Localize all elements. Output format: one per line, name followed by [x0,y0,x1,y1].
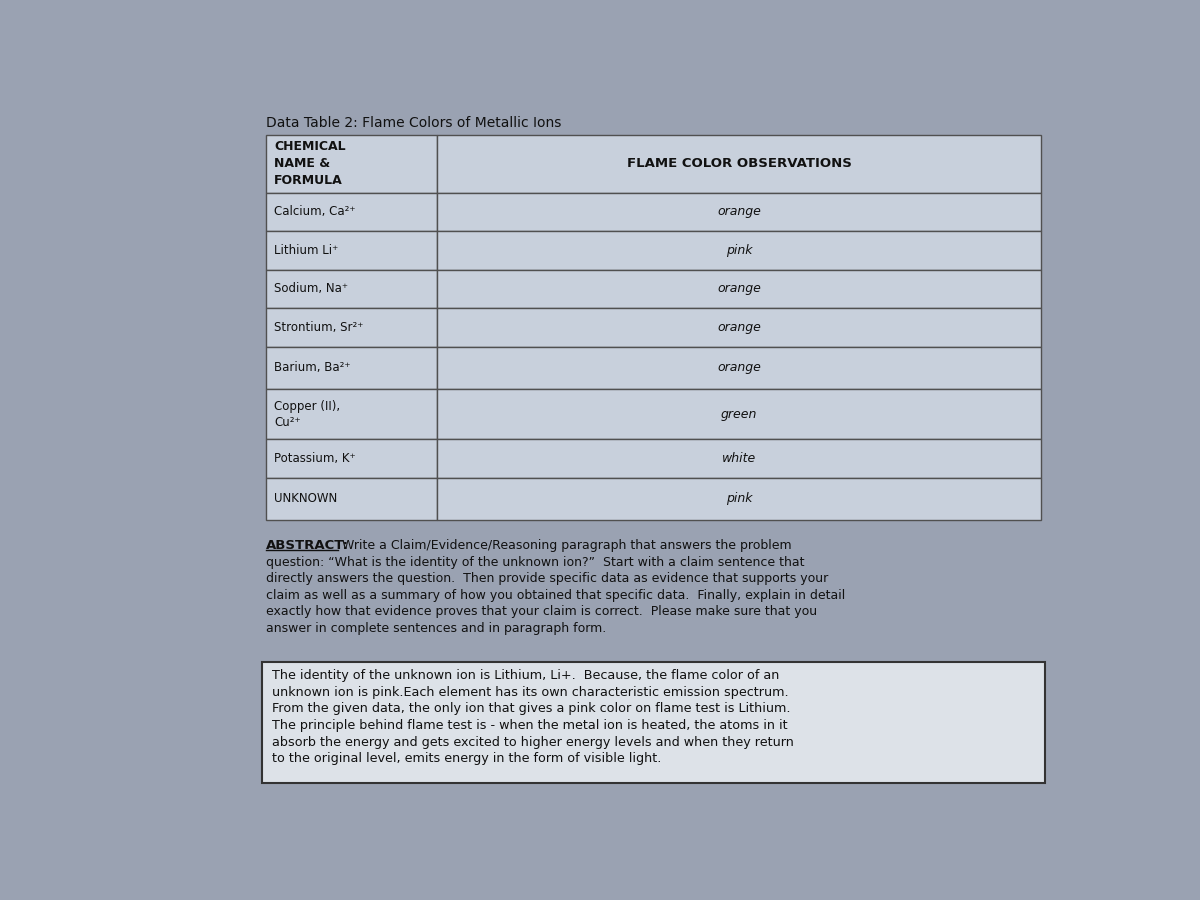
FancyBboxPatch shape [437,135,1042,193]
Text: ABSTRACT:: ABSTRACT: [266,539,349,553]
FancyBboxPatch shape [437,231,1042,270]
Text: UNKNOWN: UNKNOWN [274,492,337,505]
FancyBboxPatch shape [437,193,1042,231]
Text: claim as well as a summary of how you obtained that specific data.  Finally, exp: claim as well as a summary of how you ob… [266,589,846,602]
Text: answer in complete sentences and in paragraph form.: answer in complete sentences and in para… [266,622,606,635]
Text: question: “What is the identity of the unknown ion?”  Start with a claim sentenc: question: “What is the identity of the u… [266,556,805,569]
Text: Lithium Li⁺: Lithium Li⁺ [274,244,338,257]
Text: green: green [721,408,757,420]
FancyBboxPatch shape [266,308,437,346]
Text: white: white [722,452,756,464]
FancyBboxPatch shape [266,135,437,193]
Text: pink: pink [726,492,752,505]
FancyBboxPatch shape [437,346,1042,389]
Text: directly answers the question.  Then provide specific data as evidence that supp: directly answers the question. Then prov… [266,572,828,585]
Text: From the given data, the only ion that gives a pink color on flame test is Lithi: From the given data, the only ion that g… [271,702,790,716]
FancyBboxPatch shape [266,270,437,308]
FancyBboxPatch shape [437,270,1042,308]
Text: exactly how that evidence proves that your claim is correct.  Please make sure t: exactly how that evidence proves that yo… [266,606,817,618]
Text: unknown ion is pink.Each element has its own characteristic emission spectrum.: unknown ion is pink.Each element has its… [271,686,788,699]
Text: to the original level, emits energy in the form of visible light.: to the original level, emits energy in t… [271,752,661,765]
Text: Data Table 2: Flame Colors of Metallic Ions: Data Table 2: Flame Colors of Metallic I… [266,115,562,130]
Text: FLAME COLOR OBSERVATIONS: FLAME COLOR OBSERVATIONS [626,158,852,170]
FancyBboxPatch shape [266,439,437,478]
Text: absorb the energy and gets excited to higher energy levels and when they return: absorb the energy and gets excited to hi… [271,735,793,749]
Text: Barium, Ba²⁺: Barium, Ba²⁺ [274,362,350,374]
Text: orange: orange [718,321,761,334]
Text: Write a Claim/Evidence/Reasoning paragraph that answers the problem: Write a Claim/Evidence/Reasoning paragra… [338,539,792,553]
Text: orange: orange [718,362,761,374]
Text: Potassium, K⁺: Potassium, K⁺ [274,452,355,464]
FancyBboxPatch shape [437,389,1042,439]
FancyBboxPatch shape [266,478,437,520]
FancyBboxPatch shape [437,478,1042,520]
FancyBboxPatch shape [437,439,1042,478]
Text: The identity of the unknown ion is Lithium, Li+.  Because, the flame color of an: The identity of the unknown ion is Lithi… [271,670,779,682]
FancyBboxPatch shape [266,346,437,389]
Text: orange: orange [718,205,761,219]
Text: Sodium, Na⁺: Sodium, Na⁺ [274,283,348,295]
FancyBboxPatch shape [266,231,437,270]
FancyBboxPatch shape [266,193,437,231]
FancyBboxPatch shape [437,308,1042,346]
FancyBboxPatch shape [266,389,437,439]
FancyBboxPatch shape [263,662,1045,782]
Text: Strontium, Sr²⁺: Strontium, Sr²⁺ [274,321,364,334]
Text: CHEMICAL
NAME &
FORMULA: CHEMICAL NAME & FORMULA [274,140,346,187]
Text: The principle behind flame test is - when the metal ion is heated, the atoms in : The principle behind flame test is - whe… [271,719,787,732]
Text: pink: pink [726,244,752,257]
Text: orange: orange [718,283,761,295]
Text: Copper (II),
Cu²⁺: Copper (II), Cu²⁺ [274,400,340,428]
Text: Calcium, Ca²⁺: Calcium, Ca²⁺ [274,205,355,219]
